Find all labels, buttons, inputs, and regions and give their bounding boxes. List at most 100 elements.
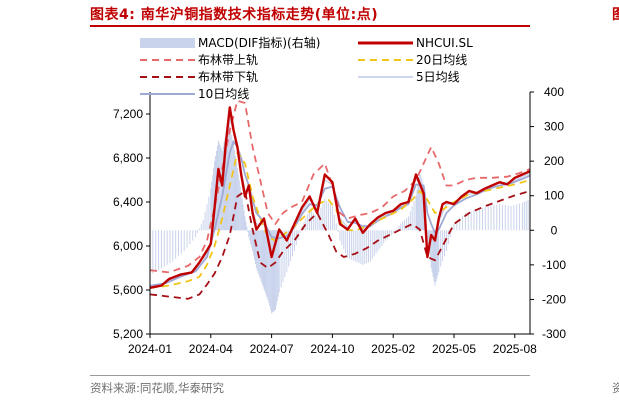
macd-bar bbox=[263, 230, 265, 290]
legend-label-ma5: 5日均线 bbox=[416, 70, 460, 84]
macd-bar bbox=[453, 223, 455, 231]
macd-bar bbox=[241, 198, 243, 231]
macd-bar bbox=[226, 131, 228, 231]
macd-bar bbox=[237, 174, 239, 231]
macd-bar bbox=[305, 218, 307, 231]
macd-bar bbox=[407, 216, 409, 231]
macd-bar bbox=[163, 230, 165, 267]
macd-bar bbox=[280, 230, 282, 288]
chart-title: 图表4: 南华沪铜指数技术指标走势(单位:点) bbox=[90, 7, 379, 23]
macd-bar bbox=[496, 204, 498, 231]
macd-bar bbox=[274, 230, 276, 310]
macd-bar bbox=[254, 230, 255, 260]
macd-bar bbox=[210, 188, 212, 231]
macd-bar bbox=[462, 215, 464, 231]
macd-bar bbox=[311, 211, 312, 231]
right-axis-tick-label: 200 bbox=[544, 154, 564, 168]
macd-bar bbox=[246, 226, 248, 231]
macd-bar bbox=[290, 230, 292, 262]
macd-bar bbox=[440, 230, 442, 267]
macd-bar bbox=[217, 140, 219, 231]
macd-bar bbox=[235, 155, 236, 231]
macd-bar bbox=[278, 230, 280, 293]
macd-bar bbox=[392, 230, 394, 234]
macd-bar bbox=[362, 230, 364, 265]
macd-bar bbox=[288, 230, 290, 267]
macd-bar bbox=[244, 216, 246, 231]
macd-bar bbox=[249, 230, 251, 241]
macd-bar bbox=[231, 135, 233, 231]
macd-bar bbox=[282, 230, 284, 283]
macd-bar bbox=[467, 212, 469, 231]
macd-bar bbox=[270, 230, 272, 310]
macd-bar bbox=[292, 230, 293, 257]
macd-bar bbox=[431, 230, 433, 273]
macd-bar bbox=[198, 228, 200, 231]
macd-bar bbox=[254, 230, 256, 264]
macd-bar bbox=[211, 181, 213, 231]
macd-bar bbox=[206, 204, 208, 231]
macd-bar bbox=[385, 230, 387, 241]
macd-bar bbox=[265, 230, 267, 295]
macd-bar bbox=[447, 230, 449, 245]
macd-bar bbox=[436, 230, 438, 279]
right-axis-tick-label: 0 bbox=[551, 223, 558, 237]
macd-bar bbox=[464, 213, 466, 231]
series-line-ma5 bbox=[149, 118, 531, 288]
x-axis-tick-label: 2024-01 bbox=[128, 342, 172, 356]
source-rule bbox=[90, 375, 530, 376]
macd-bar bbox=[273, 230, 274, 312]
macd-bar bbox=[316, 216, 318, 231]
macd-bar bbox=[456, 220, 458, 231]
macd-bar bbox=[427, 230, 429, 245]
macd-bar bbox=[437, 230, 439, 276]
macd-bar bbox=[360, 230, 362, 264]
macd-bar bbox=[232, 139, 234, 231]
macd-bar bbox=[272, 230, 274, 313]
left-axis-tick-label: 6,800 bbox=[113, 151, 143, 165]
title-rule bbox=[90, 25, 530, 27]
macd-bar bbox=[218, 142, 220, 231]
series-line-boll-low bbox=[149, 190, 531, 300]
legend-label-macd: MACD(DIF指标)(右轴) bbox=[198, 35, 320, 50]
macd-bar bbox=[390, 230, 392, 236]
macd-bar bbox=[504, 205, 506, 231]
macd-bar bbox=[307, 213, 309, 231]
macd-bar bbox=[516, 204, 518, 231]
macd-bar bbox=[404, 219, 406, 231]
next-source-fragment: 资 bbox=[612, 381, 619, 395]
macd-bar bbox=[269, 230, 271, 307]
macd-bar bbox=[233, 143, 235, 231]
left-axis-tick-label: 5,600 bbox=[113, 283, 143, 297]
macd-bar bbox=[435, 230, 437, 283]
series-line-boll-up bbox=[149, 99, 531, 274]
macd-bar bbox=[273, 230, 275, 311]
macd-bar bbox=[284, 230, 286, 277]
right-axis-tick-label: 400 bbox=[544, 85, 564, 99]
macd-bar bbox=[521, 202, 523, 231]
macd-bar bbox=[204, 212, 206, 231]
macd-bar bbox=[493, 205, 495, 231]
left-axis-tick-label: 6,000 bbox=[113, 239, 143, 253]
macd-bar bbox=[341, 230, 343, 245]
macd-bar bbox=[333, 214, 335, 231]
macd-bar bbox=[343, 230, 345, 250]
macd-bar bbox=[337, 230, 339, 233]
macd-bar bbox=[394, 230, 396, 232]
x-axis-tick-label: 2025-08 bbox=[493, 342, 537, 356]
macd-bar bbox=[369, 230, 371, 262]
macd-bar bbox=[419, 171, 421, 231]
macd-bar bbox=[434, 230, 436, 286]
macd-bar bbox=[513, 205, 515, 231]
macd-bar bbox=[525, 200, 527, 231]
macd-bar bbox=[479, 208, 481, 231]
right-axis-tick-label: 100 bbox=[544, 189, 564, 203]
macd-bar bbox=[330, 204, 331, 231]
macd-bar bbox=[422, 181, 424, 231]
macd-bar bbox=[519, 203, 521, 231]
macd-bar bbox=[402, 221, 404, 231]
macd-bar bbox=[417, 183, 419, 231]
macd-bar bbox=[261, 230, 263, 284]
macd-bar bbox=[166, 230, 168, 265]
